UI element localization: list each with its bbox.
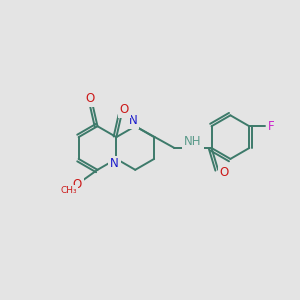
- Text: F: F: [268, 120, 275, 133]
- Text: O: O: [85, 92, 94, 105]
- Text: N: N: [110, 158, 119, 170]
- Text: O: O: [73, 178, 82, 191]
- Text: NH: NH: [184, 135, 202, 148]
- Text: N: N: [129, 114, 138, 127]
- Text: O: O: [120, 103, 129, 116]
- Text: CH₃: CH₃: [60, 186, 77, 195]
- Text: O: O: [219, 166, 229, 179]
